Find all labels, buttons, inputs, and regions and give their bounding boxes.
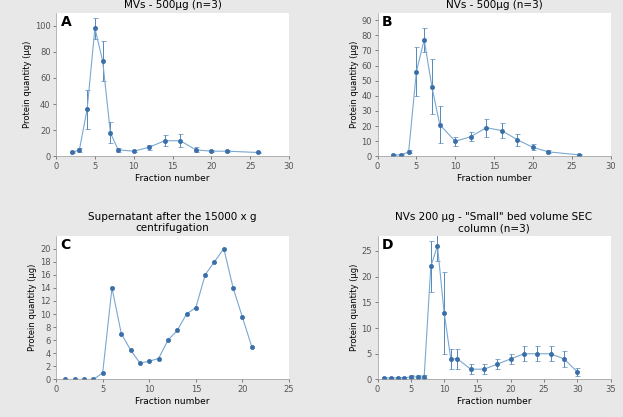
Text: C: C: [60, 239, 71, 252]
Text: B: B: [383, 15, 393, 29]
Y-axis label: Protein quantity (μg): Protein quantity (μg): [28, 264, 37, 351]
Title: NVs - 500μg (n=3): NVs - 500μg (n=3): [445, 0, 543, 10]
Y-axis label: Protein quantity (μg): Protein quantity (μg): [350, 264, 359, 351]
X-axis label: Fraction number: Fraction number: [135, 174, 210, 183]
Title: MVs - 500μg (n=3): MVs - 500μg (n=3): [123, 0, 222, 10]
Text: A: A: [60, 15, 72, 29]
Text: D: D: [383, 239, 394, 252]
Y-axis label: Protein quantity (μg): Protein quantity (μg): [350, 41, 359, 128]
X-axis label: Fraction number: Fraction number: [457, 397, 531, 406]
X-axis label: Fraction number: Fraction number: [135, 397, 210, 406]
Title: Supernatant after the 15000 x g
centrifugation: Supernatant after the 15000 x g centrifu…: [88, 212, 257, 234]
Title: NVs 200 μg - "Small" bed volume SEC
column (n=3): NVs 200 μg - "Small" bed volume SEC colu…: [396, 212, 592, 234]
Y-axis label: Protein quantity (μg): Protein quantity (μg): [23, 41, 32, 128]
X-axis label: Fraction number: Fraction number: [457, 174, 531, 183]
